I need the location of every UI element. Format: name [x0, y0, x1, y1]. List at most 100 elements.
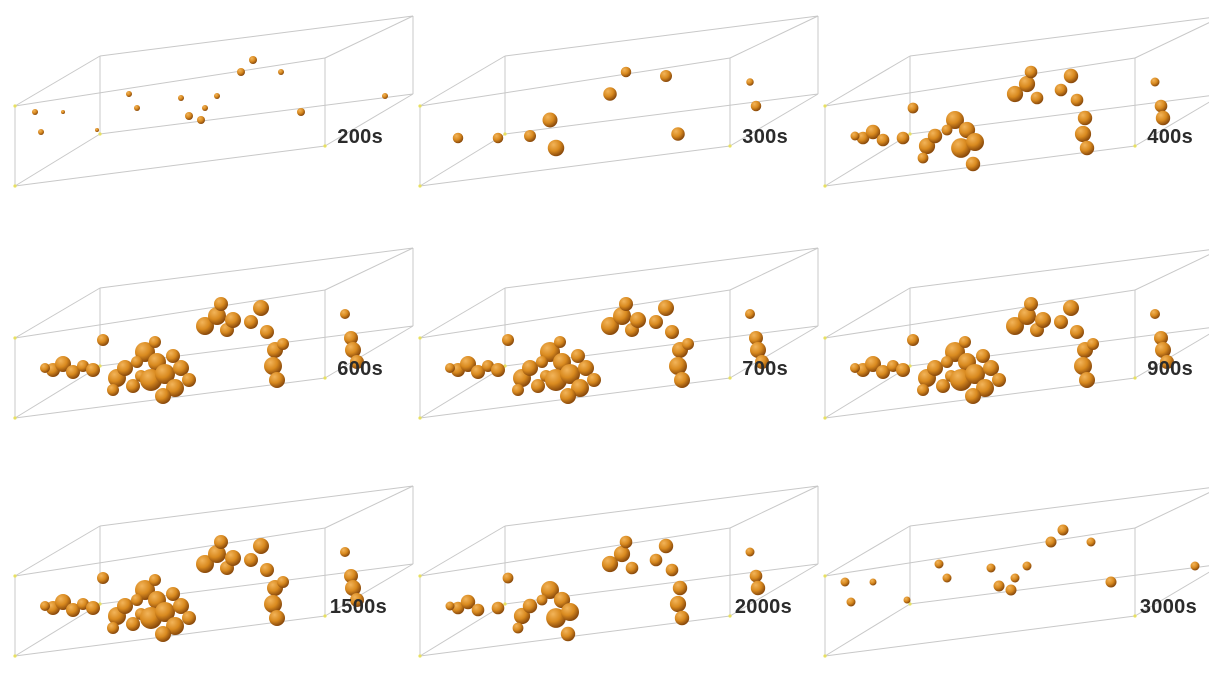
box-edge — [419, 133, 506, 187]
precipitate-sphere — [1087, 338, 1099, 350]
precipitate-sphere — [1150, 77, 1160, 87]
box-edge — [99, 247, 414, 289]
precipitate-sphere — [253, 300, 269, 316]
precipitate-sphere — [126, 617, 140, 631]
precipitate-sphere — [630, 312, 646, 328]
box-edge — [14, 55, 101, 107]
precipitate-sphere — [340, 309, 350, 319]
figure-grid: 200s 300s 400s 600s 700s 900s 1500s 2000s 3000s — [5, 8, 1209, 658]
box-edge — [824, 525, 911, 577]
precipitate-sphere — [946, 111, 964, 129]
snapshot-panel: 600s — [5, 240, 414, 440]
precipitate-sphere — [196, 555, 214, 573]
precipitate-sphere — [941, 124, 953, 136]
box-edge — [1134, 571, 1209, 617]
precipitate-sphere — [214, 93, 220, 99]
precipitate-sphere — [345, 580, 361, 596]
box-edge — [324, 247, 414, 291]
precipitate-sphere — [942, 573, 952, 583]
box-edge — [729, 15, 819, 59]
precipitate-sphere — [531, 379, 545, 393]
precipitate-sphere — [1155, 342, 1171, 358]
precipitate-sphere — [32, 109, 38, 115]
simulation-box-render — [823, 249, 1209, 420]
box-edge — [824, 365, 911, 419]
precipitate-sphere — [512, 384, 524, 396]
precipitate-sphere — [277, 338, 289, 350]
corner-marker — [908, 602, 912, 606]
precipitate-sphere — [959, 336, 971, 348]
precipitate-sphere — [1006, 85, 1024, 103]
time-label: 3000s — [1139, 596, 1197, 618]
box-edge — [324, 563, 414, 617]
precipitate-sphere — [669, 357, 687, 375]
box-edge — [729, 325, 819, 379]
box-edge — [824, 289, 1136, 339]
precipitate-sphere — [917, 384, 929, 396]
snapshot-panel: 300s — [410, 8, 819, 208]
precipitate-sphere — [208, 307, 226, 325]
corner-marker — [418, 184, 422, 188]
precipitate-sphere — [682, 338, 694, 350]
precipitate-sphere — [1077, 110, 1093, 126]
corner-marker — [728, 376, 732, 380]
box-edge — [1134, 101, 1209, 147]
precipitate-sphere — [669, 595, 687, 613]
corner-marker — [823, 654, 827, 658]
precipitate-sphere — [993, 580, 1005, 592]
time-label: 300s — [742, 126, 788, 148]
corner-marker — [418, 416, 422, 420]
box-edge — [824, 57, 1136, 107]
precipitate-sphere — [1006, 317, 1024, 335]
simulation-box-render — [13, 15, 414, 188]
precipitate-sphere — [1035, 312, 1051, 328]
precipitate-sphere — [560, 626, 576, 642]
precipitate-sphere — [649, 553, 663, 567]
box-edge — [824, 527, 1136, 577]
precipitate-sphere — [976, 349, 990, 363]
precipitate-sphere — [1024, 65, 1038, 79]
box-edge — [14, 287, 101, 339]
corner-marker — [418, 336, 422, 340]
time-label: 700s — [742, 358, 788, 380]
precipitate-sphere — [649, 315, 663, 329]
precipitate-sphere — [934, 559, 944, 569]
corner-marker — [1133, 376, 1137, 380]
precipitate-sphere — [965, 364, 985, 384]
precipitate-sphere — [260, 563, 274, 577]
box-edge — [419, 365, 506, 419]
precipitate-sphere — [927, 360, 943, 376]
corner-marker — [418, 574, 422, 578]
box-edge — [824, 615, 1136, 657]
precipitate-sphere — [1024, 297, 1038, 311]
precipitate-sphere — [269, 610, 285, 626]
box-edge — [909, 565, 1209, 605]
box-edge — [99, 485, 414, 527]
precipitate-sphere — [1054, 315, 1068, 329]
precipitate-sphere — [746, 78, 754, 86]
precipitate-sphere — [1070, 93, 1084, 107]
precipitate-sphere — [927, 128, 943, 144]
precipitate-sphere — [502, 334, 514, 346]
precipitate-sphere — [547, 139, 565, 157]
corner-marker — [13, 184, 17, 188]
precipitate-sphere — [1045, 536, 1057, 548]
simulation-box-render — [418, 247, 819, 420]
precipitate-sphere — [155, 626, 171, 642]
box-edge — [419, 57, 731, 107]
precipitate-sphere — [97, 334, 109, 346]
precipitate-sphere — [97, 572, 109, 584]
box-edge — [324, 93, 414, 147]
precipitate-sphere — [1030, 91, 1044, 105]
box-edge — [1134, 22, 1209, 59]
corner-marker — [13, 104, 17, 108]
precipitate-sphere — [1063, 300, 1079, 316]
precipitate-sphere — [460, 594, 476, 610]
precipitate-sphere — [865, 124, 881, 140]
corner-marker — [908, 132, 912, 136]
simulation-box-render — [13, 485, 414, 658]
precipitate-sphere — [482, 360, 494, 372]
precipitate-sphere — [166, 379, 184, 397]
precipitate-sphere — [277, 576, 289, 588]
precipitate-sphere — [117, 598, 133, 614]
